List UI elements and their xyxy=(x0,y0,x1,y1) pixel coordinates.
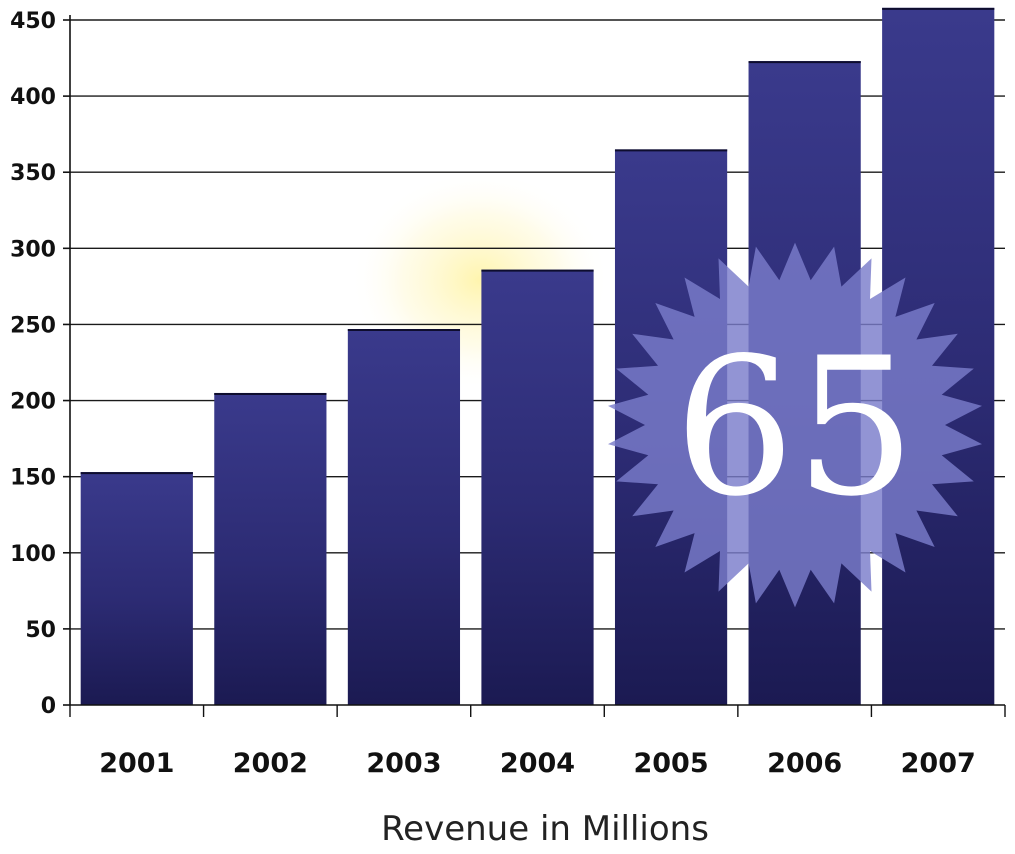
bars xyxy=(80,7,995,706)
bar-2001 xyxy=(80,472,193,705)
starburst-badge: 65 xyxy=(608,242,982,608)
y-tick-label: 100 xyxy=(10,542,56,567)
y-tick-label: 50 xyxy=(25,618,56,643)
axes xyxy=(69,15,1005,706)
y-axis-ticks: 0 50 100 150 200 250 300 350 400 450 xyxy=(10,9,70,719)
bar-2004 xyxy=(481,269,594,705)
x-tick-label: 2003 xyxy=(366,748,441,779)
y-tick-label: 250 xyxy=(10,313,56,338)
y-tick-label: 0 xyxy=(41,694,56,719)
bar-2003 xyxy=(347,329,461,705)
x-axis-ticks: 2001 2002 2003 2004 2005 2006 2007 xyxy=(69,705,1006,779)
x-tick-label: 2001 xyxy=(99,748,174,779)
x-tick-label: 2002 xyxy=(233,748,308,779)
bar-2002 xyxy=(214,392,327,705)
y-tick-label: 400 xyxy=(10,85,56,110)
y-tick-label: 450 xyxy=(10,9,56,34)
y-tick-label: 350 xyxy=(10,161,56,186)
x-tick-label: 2004 xyxy=(500,748,575,779)
y-tick-label: 300 xyxy=(10,237,56,262)
x-tick-label: 2006 xyxy=(767,748,842,779)
x-tick-label: 2005 xyxy=(633,748,708,779)
x-tick-label: 2007 xyxy=(901,748,976,779)
y-tick-label: 200 xyxy=(10,390,56,415)
x-axis-title: Revenue in Millions xyxy=(381,809,709,849)
y-tick-label: 150 xyxy=(10,466,56,491)
starburst-icon xyxy=(608,242,982,608)
badge-number: 65 xyxy=(674,317,916,538)
